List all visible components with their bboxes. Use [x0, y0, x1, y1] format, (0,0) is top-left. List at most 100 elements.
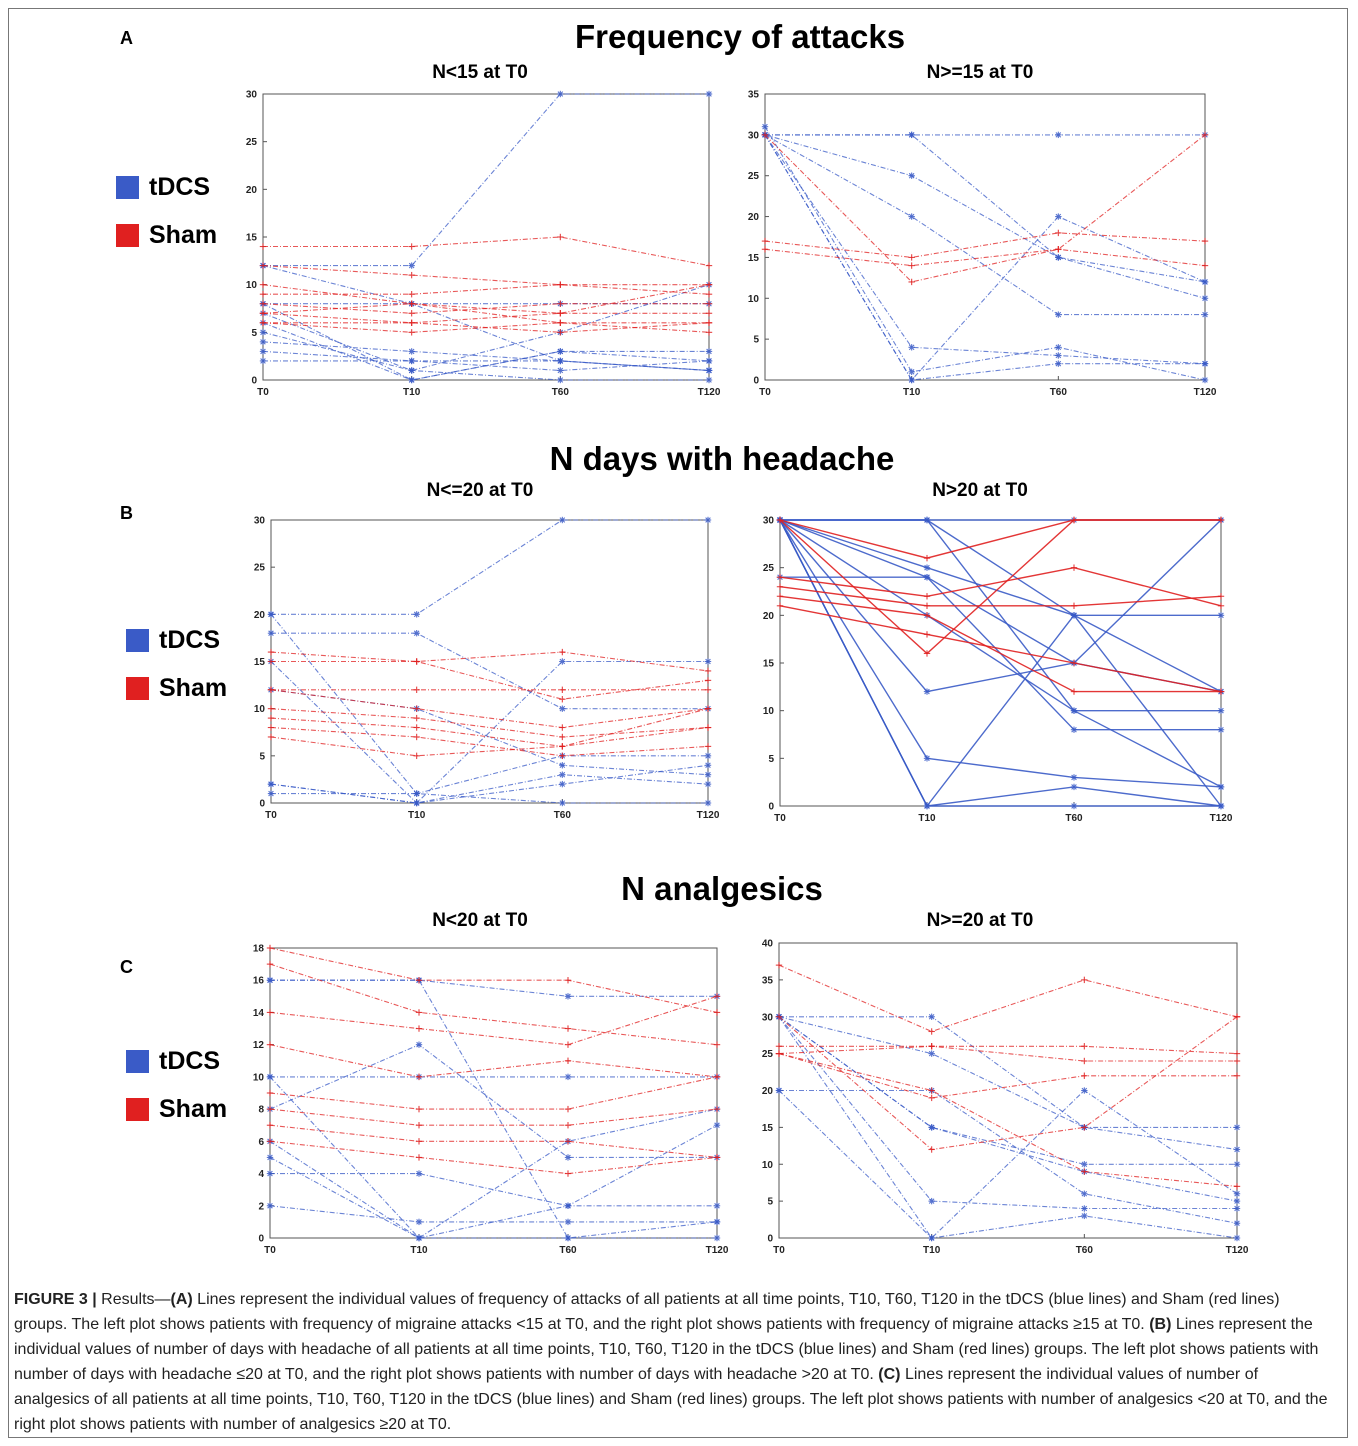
y-tick-label: 6: [258, 1137, 264, 1148]
caption-text-b: Lines represent the individual values of…: [14, 1316, 1319, 1383]
sham-data-point: [413, 658, 420, 665]
legend-item-sham: Sham: [126, 664, 227, 712]
sham-data-point: [559, 696, 566, 703]
tdcs-data-point: [1055, 344, 1062, 351]
sham-data-point: [259, 281, 267, 288]
sham-data-point: [413, 733, 420, 741]
y-tick-label: 0: [768, 802, 774, 813]
x-tick-label: T60: [1065, 813, 1083, 824]
tdcs-data-point: [1233, 1205, 1241, 1212]
tdcs-series-line: [269, 1140, 718, 1239]
y-tick-label: 20: [254, 610, 266, 621]
tdcs-data-point: [1233, 1124, 1241, 1131]
sham-data-point: [1055, 246, 1062, 253]
tdcs-data-point: [259, 329, 267, 336]
sham-data-point: [413, 752, 420, 760]
sham-series-line: [778, 1045, 1237, 1062]
sham-data-point: [705, 319, 713, 326]
tdcs-data-point: [413, 799, 420, 807]
sham-data-point: [415, 1138, 423, 1145]
sham-data-point: [415, 1154, 423, 1161]
tdcs-data-point: [1201, 278, 1209, 286]
tdcs-data-point: [923, 574, 931, 581]
sham-data-point: [1081, 1072, 1088, 1079]
tdcs-data-point: [408, 357, 415, 365]
y-tick-label: 15: [763, 659, 775, 670]
sham-data-point: [704, 677, 712, 684]
plot-area: [270, 519, 709, 804]
tdcs-data-point: [1055, 254, 1062, 261]
sham-data-point: [266, 1138, 274, 1145]
legend-c: tDCS Sham: [126, 1037, 227, 1133]
sham-data-point: [923, 554, 931, 562]
tdcs-data-point: [415, 1218, 423, 1226]
tdcs-swatch: [126, 1049, 149, 1073]
tdcs-series-line: [764, 126, 1206, 381]
sham-data-point: [1217, 593, 1225, 600]
tdcs-data-point: [1217, 802, 1225, 810]
tdcs-data-point: [266, 1073, 274, 1081]
tdcs-data-point: [267, 611, 275, 618]
sham-series-line: [764, 248, 1206, 267]
legend-label-sham: Sham: [159, 673, 228, 702]
sham-data-point: [413, 714, 420, 722]
y-tick-label: 8: [258, 1105, 264, 1116]
sham-data-point: [413, 705, 420, 712]
sham-data-point: [266, 1122, 274, 1129]
sham-data-point: [557, 319, 564, 326]
sham-data-point: [259, 243, 267, 250]
sham-data-point: [415, 977, 423, 984]
section-title-b: N days with headache: [549, 440, 895, 477]
tdcs-data-point: [908, 344, 915, 351]
legend-b: tDCS Sham: [126, 616, 227, 712]
tdcs-series-line: [270, 774, 709, 804]
tdcs-data-point: [1081, 1205, 1088, 1212]
tdcs-data-point: [705, 348, 713, 355]
sham-data-point: [1233, 1183, 1241, 1190]
tdcs-data-point: [559, 771, 566, 778]
tdcs-data-point: [413, 611, 420, 618]
sham-series-line: [262, 265, 709, 286]
chart-b-left: 0 5 10 15 20 25 30 T0 T10 T60 T120: [254, 516, 720, 822]
sham-series-line: [269, 1076, 718, 1110]
tdcs-series-line: [764, 134, 1206, 365]
sham-data-point: [266, 960, 274, 968]
sham-data-point: [259, 262, 267, 269]
sham-data-point: [704, 743, 712, 750]
sham-data-point: [908, 278, 915, 286]
sham-data-point: [776, 602, 784, 609]
y-tick-label: 25: [748, 171, 760, 182]
sham-series-line: [270, 708, 709, 757]
tdcs-data-point: [761, 123, 769, 130]
tdcs-data-point: [1233, 1234, 1241, 1242]
sham-data-point: [266, 1105, 274, 1113]
sham-data-point: [775, 1013, 783, 1020]
sham-data-point: [564, 1122, 572, 1129]
section-title-a: Frequency of attacks: [574, 18, 906, 55]
x-tick-label: T60: [552, 387, 570, 398]
sham-data-point: [408, 310, 415, 317]
tdcs-series-line: [270, 979, 717, 997]
figure-frame: [8, 8, 1348, 1438]
y-tick-label: 15: [254, 657, 266, 668]
tdcs-data-point: [408, 376, 415, 384]
tdcs-data-point: [705, 90, 713, 98]
subplot-title-b-right: N>20 at T0: [932, 480, 1028, 501]
tdcs-data-point: [1081, 1190, 1088, 1197]
plot-area: [764, 93, 1206, 381]
sham-data-point: [415, 1025, 423, 1032]
sham-series-line: [764, 134, 1206, 283]
sham-data-point: [267, 648, 275, 656]
tdcs-data-point: [1070, 802, 1078, 810]
sham-data-point: [408, 291, 415, 298]
y-tick-label: 5: [767, 1197, 773, 1208]
sham-data-point: [704, 667, 712, 675]
y-tick-label: 25: [254, 563, 266, 574]
tdcs-data-point: [408, 367, 415, 374]
sham-data-point: [266, 1009, 274, 1016]
legend-item-sham: Sham: [116, 211, 217, 259]
x-tick-label: T60: [1050, 387, 1068, 398]
sham-data-point: [923, 650, 931, 657]
subplot-title-c-right: N>=20 at T0: [926, 910, 1034, 931]
y-tick-label: 10: [748, 294, 760, 305]
